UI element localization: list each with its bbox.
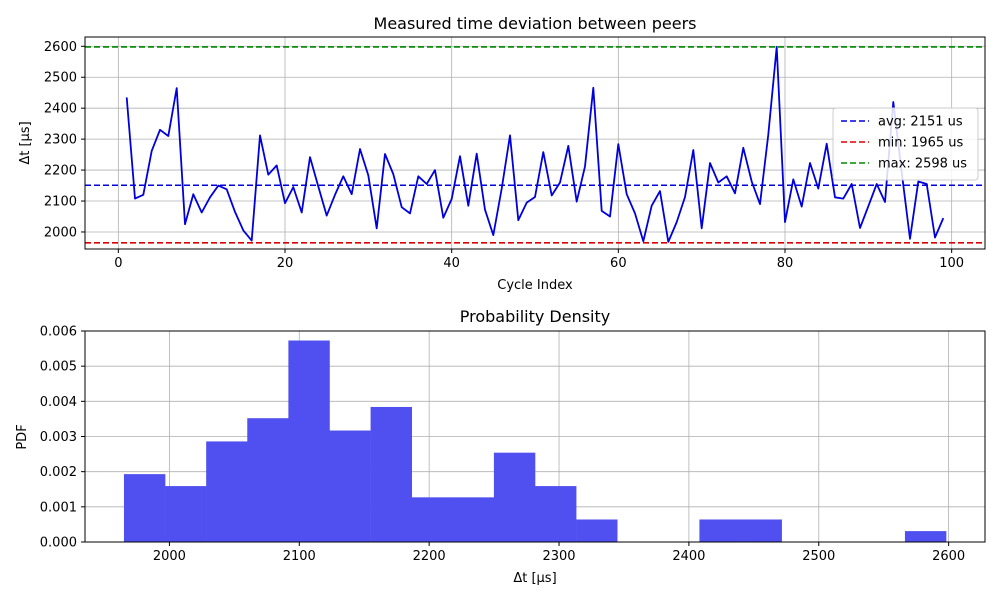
top-x-tick-label: 40 [443,256,460,271]
bottom-y-axis-label: PDF [15,424,30,449]
probability-density-chart: Probability Density 2000 2100 2200 2300 2400… [15,307,986,586]
bottom-chart-title: Probability Density [460,307,611,326]
bottom-y-tick-label: 0.006 [40,325,77,340]
top-x-ticks: 0 20 40 60 80 100 [114,249,964,271]
histogram-bar [699,519,741,542]
bottom-y-tick-label: 0.005 [40,360,77,375]
histogram-bar [576,519,618,542]
bottom-x-tick-label: 2300 [542,549,575,564]
histogram-bar [535,486,577,542]
top-reference-lines [85,46,985,244]
bottom-y-ticks: 0.000 0.001 0.002 0.003 0.004 0.005 0.006 [40,325,85,551]
top-y-tick-label: 2000 [44,225,77,240]
top-x-tick-label: 0 [114,256,122,271]
legend-label: avg: 2151 us [878,115,963,130]
bottom-y-tick-label: 0.000 [40,536,77,551]
bottom-x-axis-label: Δt [µs] [513,571,556,586]
bottom-y-tick-label: 0.004 [40,395,77,410]
histogram-bar [493,452,536,542]
top-y-tick-label: 2500 [44,71,77,86]
histogram-bar [329,430,371,542]
top-y-ticks: 2000 2100 2200 2300 2400 2500 2600 [44,40,85,240]
histogram-bar [904,531,947,542]
top-y-tick-label: 2200 [44,164,77,179]
bottom-x-tick-label: 2200 [413,549,446,564]
top-chart-title: Measured time deviation between peers [374,14,697,33]
top-y-tick-label: 2400 [44,102,77,117]
histogram-bar [370,406,412,542]
legend: avg: 2151 us min: 1965 us max: 2598 us [832,107,979,181]
deviation-series-line [125,46,945,243]
legend-box [832,107,979,181]
bottom-x-tick-label: 2100 [283,549,316,564]
bottom-y-tick-label: 0.003 [40,430,77,445]
top-x-axis-label: Cycle Index [497,278,573,293]
bottom-x-tick-label: 2000 [153,549,186,564]
histogram-bar [247,418,289,542]
top-x-tick-label: 20 [277,256,294,271]
histogram-bar [411,497,454,542]
legend-items: avg: 2151 us min: 1965 us max: 2598 us [841,115,967,172]
histogram-bars [123,340,947,542]
bottom-x-tick-label: 2500 [802,549,835,564]
top-y-axis-label: Δt [µs] [18,121,33,164]
bottom-y-tick-label: 0.001 [40,500,77,515]
bottom-x-tick-label: 2600 [932,549,965,564]
top-y-tick-label: 2300 [44,133,77,148]
top-x-tick-label: 80 [777,256,794,271]
top-x-tick-label: 100 [939,256,964,271]
top-y-tick-label: 2600 [44,40,77,55]
legend-label: min: 1965 us [878,136,963,151]
bottom-y-tick-label: 0.002 [40,465,77,480]
histogram-bar [740,519,782,542]
histogram-bar [288,340,330,542]
legend-label: max: 2598 us [878,157,967,172]
bottom-x-ticks: 2000 2100 2200 2300 2400 2500 2600 [153,542,965,564]
histogram-bar [165,486,207,542]
top-y-tick-label: 2100 [44,195,77,210]
histogram-bar [452,497,495,542]
top-x-tick-label: 60 [610,256,627,271]
histogram-bar [206,441,248,542]
top-plot-frame [84,36,986,250]
histogram-bar [123,474,166,542]
bottom-x-tick-label: 2400 [672,549,705,564]
time-deviation-chart: Measured time deviation between peers 0 2… [18,14,986,293]
